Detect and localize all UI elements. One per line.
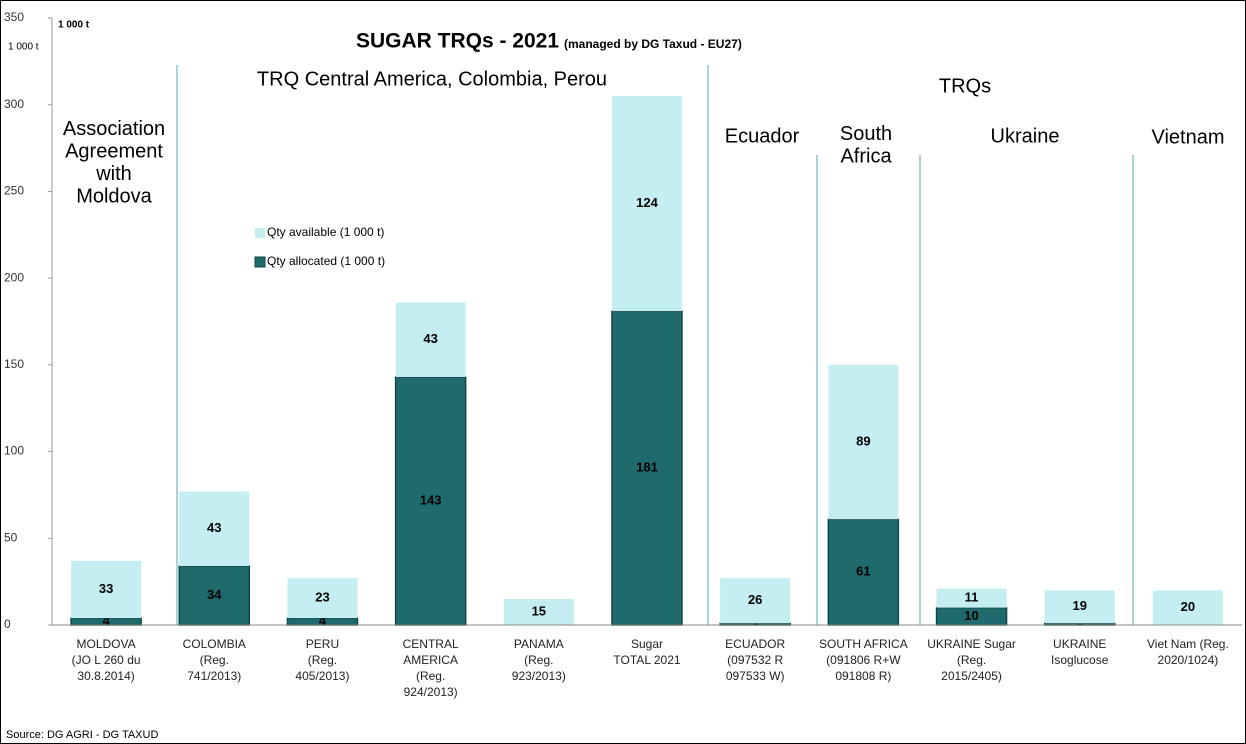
bar-segment: [612, 96, 682, 312]
value-label: 26: [748, 592, 762, 607]
y-tick-label: 300: [4, 97, 24, 111]
bar-segment: [503, 598, 574, 625]
value-label: 20: [1181, 599, 1195, 614]
value-label: 34: [207, 587, 222, 602]
value-label: 89: [856, 433, 870, 448]
legend-label: Qty available (1 000 t): [267, 225, 384, 239]
value-label: 61: [856, 564, 870, 579]
source: Source: DG AGRI - DG TAXUD: [6, 729, 158, 741]
value-label: 4: [102, 613, 110, 628]
bar-segment: [71, 560, 142, 619]
bar-segment: [611, 310, 683, 626]
legend-swatch: [254, 256, 266, 268]
legend-swatch: [255, 228, 265, 238]
group-annotation: Ecuador: [725, 125, 800, 147]
group-annotation: Vietnam: [1151, 126, 1224, 148]
group-annotation: Association Agreement with Moldova: [63, 118, 165, 208]
y-tick-label: 100: [4, 444, 24, 458]
value-label: 23: [315, 590, 329, 605]
group-annotation: TRQs: [939, 75, 991, 97]
bar-segment: [1152, 590, 1223, 625]
chart-title: SUGAR TRQs - 2021: [356, 30, 559, 53]
x-tick-label: SOUTH AFRICA (091806 R+W 091808 R): [819, 637, 908, 683]
bar-segment: [827, 518, 900, 626]
group-annotation: Ukraine: [991, 125, 1060, 147]
bar-segment: [178, 565, 251, 626]
x-tick-label: COLOMBIA (Reg. 741/2013): [183, 637, 246, 683]
value-label: 43: [207, 520, 221, 535]
group-annotation: South Africa: [840, 123, 893, 168]
bar-segment: [1044, 590, 1115, 624]
bar-segment: [828, 364, 899, 520]
group-annotation: TRQ Central America, Colombia, Perou: [257, 68, 607, 90]
x-tick-label: ECUADOR (097532 R 097533 W): [725, 637, 785, 683]
x-tick-label: MOLDOVA (JO L 260 du 30.8.2014): [72, 637, 141, 683]
value-label: 181: [636, 459, 658, 474]
unit-label: 1 000 t: [58, 20, 90, 31]
value-label: 10: [964, 608, 978, 623]
value-label: 43: [423, 331, 437, 346]
x-tick-label: UKRAINE Isoglucose: [1051, 637, 1109, 667]
bar-segment: [936, 588, 1007, 608]
bar-segment: [287, 578, 358, 619]
value-label: 33: [99, 581, 113, 596]
value-label: 4: [319, 613, 327, 628]
y-tick-label: 150: [4, 357, 24, 371]
y-tick-label: 200: [4, 270, 24, 284]
value-label: 143: [420, 492, 442, 507]
x-tick-label: Viet Nam (Reg. 2020/1024): [1147, 637, 1229, 667]
x-tick-label: UKRAINE Sugar (Reg. 2015/2405): [927, 637, 1016, 683]
group-separators: [176, 65, 1134, 625]
x-tick-label: Sugar TOTAL 2021: [613, 637, 680, 667]
legend-label: Qty allocated (1 000 t): [267, 254, 385, 268]
bar-segment: [395, 302, 466, 377]
y-tick-label: 350: [4, 10, 24, 24]
y-tick-label: 0: [4, 617, 11, 631]
value-label: 19: [1072, 598, 1086, 613]
bar-segment: [179, 491, 250, 567]
y-axis-label: 1 000 t: [8, 42, 39, 53]
x-tick-label: PERU (Reg. 405/2013): [295, 637, 349, 683]
chart-subtitle: (managed by DG Taxud - EU27): [564, 37, 742, 51]
value-label: 11: [965, 590, 979, 605]
value-label: 124: [636, 195, 658, 210]
y-tick-label: 50: [4, 530, 18, 544]
x-tick-label: PANAMA (Reg. 923/2013): [512, 637, 566, 683]
y-tick-label: 250: [4, 184, 24, 198]
value-label: 15: [532, 603, 546, 618]
x-tick-label: CENTRAL AMERICA (Reg. 924/2013): [403, 637, 459, 699]
bar-segment: [720, 578, 791, 624]
